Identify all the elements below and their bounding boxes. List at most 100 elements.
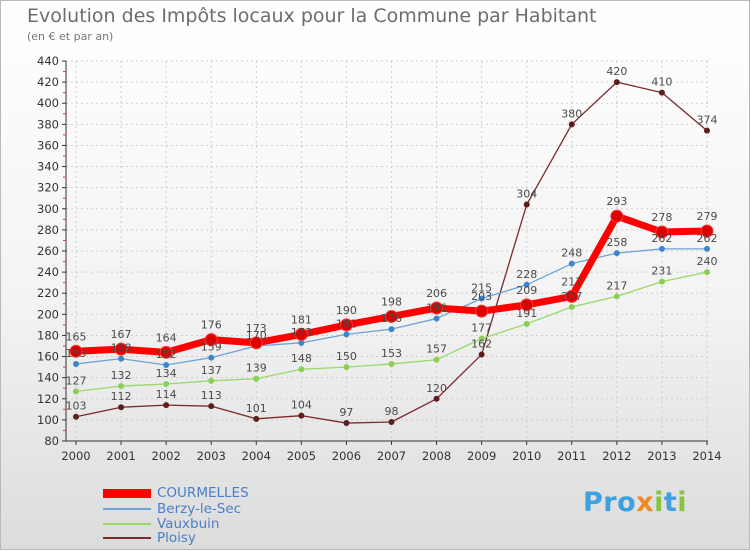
point-ploisy-2008 — [433, 395, 440, 402]
legend-swatch-courmelles — [103, 488, 151, 498]
point-berzy-le-sec-2006 — [343, 331, 350, 338]
point-vauxbuin-2008 — [433, 356, 440, 363]
point-ploisy-2003 — [208, 403, 215, 410]
value-label-vauxbuin-2013: 231 — [651, 265, 672, 278]
value-label-courmelles-2008: 206 — [426, 287, 447, 300]
point-courmelles-2007 — [385, 309, 398, 323]
value-label-courmelles-2004: 173 — [246, 322, 267, 335]
chart-title: Evolution des Impôts locaux pour la Comm… — [27, 5, 597, 27]
value-label-courmelles-2001: 167 — [111, 328, 132, 341]
value-label-vauxbuin-2006: 150 — [336, 350, 357, 363]
point-courmelles-2011 — [565, 289, 579, 303]
point-berzy-le-sec-2008 — [433, 315, 440, 322]
value-label-courmelles-2006: 190 — [336, 304, 357, 317]
point-vauxbuin-2014 — [704, 269, 710, 276]
point-vauxbuin-2006 — [343, 364, 350, 371]
point-berzy-le-sec-2007 — [388, 326, 395, 333]
x-tick-label-2005: 2005 — [287, 449, 316, 463]
value-label-courmelles-2007: 198 — [381, 295, 402, 308]
y-tick-label-140: 140 — [37, 371, 59, 385]
y-tick-label-420: 420 — [37, 75, 59, 89]
point-ploisy-2005 — [298, 412, 305, 419]
point-ploisy-2001 — [118, 404, 125, 411]
point-berzy-le-sec-2002 — [163, 362, 170, 368]
chart-subtitle: (en € et par an) — [27, 30, 114, 43]
value-label-courmelles-2012: 293 — [606, 195, 627, 208]
value-label-vauxbuin-2002: 134 — [156, 367, 177, 380]
value-label-vauxbuin-2011: 207 — [561, 290, 582, 303]
legend-swatch-berzy-le-sec — [103, 508, 151, 510]
value-label-vauxbuin-2010: 191 — [516, 307, 537, 320]
legend-swatch-vauxbuin — [103, 523, 151, 525]
point-ploisy-2014 — [704, 127, 710, 134]
point-vauxbuin-2004 — [253, 375, 260, 382]
y-tick-label-220: 220 — [37, 286, 59, 300]
value-label-courmelles-2003: 176 — [201, 319, 222, 332]
point-ploisy-2010 — [523, 201, 530, 208]
point-ploisy-2006 — [343, 420, 350, 427]
point-courmelles-2010 — [520, 298, 534, 312]
y-tick-label-360: 360 — [37, 138, 59, 152]
y-tick-label-80: 80 — [44, 434, 59, 448]
point-courmelles-2001 — [114, 342, 128, 356]
value-label-vauxbuin-2014: 240 — [697, 255, 718, 268]
point-vauxbuin-2002 — [163, 381, 170, 387]
value-label-berzy-le-sec-2001: 158 — [111, 342, 132, 355]
y-tick-label-320: 320 — [37, 181, 59, 195]
x-tick-label-2006: 2006 — [332, 449, 361, 463]
point-courmelles-2000 — [69, 344, 83, 358]
point-ploisy-2013 — [658, 89, 665, 96]
value-label-berzy-le-sec-2000: 153 — [66, 347, 87, 360]
point-berzy-le-sec-2003 — [208, 354, 215, 361]
point-courmelles-2014 — [700, 224, 714, 238]
legend-item-ploisy: Ploisy — [103, 530, 196, 546]
x-tick-label-2007: 2007 — [377, 449, 406, 463]
y-tick-label-100: 100 — [37, 413, 59, 427]
legend-label-ploisy: Ploisy — [157, 530, 196, 546]
value-label-ploisy-2001: 112 — [111, 390, 132, 403]
point-vauxbuin-2000 — [73, 388, 79, 395]
y-tick-label-200: 200 — [37, 307, 59, 321]
value-label-courmelles-2013: 278 — [651, 211, 672, 224]
legend-label-courmelles: COURMELLES — [157, 485, 249, 501]
value-label-berzy-le-sec-2008: 196 — [426, 302, 447, 315]
y-tick-label-280: 280 — [37, 223, 59, 237]
point-vauxbuin-2001 — [118, 383, 125, 390]
x-tick-label-2013: 2013 — [647, 449, 676, 463]
y-tick-label-240: 240 — [37, 265, 59, 279]
point-vauxbuin-2010 — [523, 320, 530, 327]
x-tick-label-2012: 2012 — [602, 449, 631, 463]
axes: 80 100 120 140 160 180 200 220 240 260 280 300 320 34… — [37, 54, 722, 463]
y-tick-label-180: 180 — [37, 328, 59, 342]
value-label-berzy-le-sec-2012: 258 — [606, 236, 627, 249]
value-label-berzy-le-sec-2009: 215 — [471, 282, 492, 295]
legend-item-vauxbuin: Vauxbuin — [103, 516, 219, 532]
point-ploisy-2004 — [253, 415, 260, 422]
x-tick-label-2000: 2000 — [61, 449, 90, 463]
value-label-ploisy-2011: 380 — [561, 107, 582, 120]
point-courmelles-2005 — [294, 327, 308, 341]
value-label-berzy-le-sec-2007: 186 — [381, 312, 402, 325]
point-courmelles-2009 — [475, 304, 489, 318]
point-courmelles-2012 — [610, 209, 624, 223]
y-tick-label-340: 340 — [37, 160, 59, 174]
point-ploisy-2002 — [163, 402, 170, 409]
point-berzy-le-sec-2009 — [478, 295, 485, 302]
value-label-courmelles-2011: 217 — [561, 275, 582, 288]
value-label-ploisy-2013: 410 — [651, 76, 672, 89]
value-label-berzy-le-sec-2004: 170 — [246, 329, 267, 342]
value-label-ploisy-2010: 304 — [516, 188, 537, 201]
legend-item-courmelles: COURMELLES — [103, 485, 249, 501]
x-tick-label-2004: 2004 — [242, 449, 271, 463]
value-label-ploisy-2014: 374 — [697, 114, 718, 127]
point-berzy-le-sec-2014 — [704, 245, 710, 252]
point-ploisy-2011 — [568, 121, 575, 128]
value-label-ploisy-2007: 98 — [385, 405, 399, 418]
legend-label-vauxbuin: Vauxbuin — [157, 516, 220, 532]
x-tick-label-2014: 2014 — [692, 449, 721, 463]
point-courmelles-2003 — [204, 333, 218, 347]
value-label-ploisy-2002: 114 — [156, 388, 177, 401]
value-label-berzy-le-sec-2013: 262 — [651, 232, 672, 245]
value-label-vauxbuin-2005: 148 — [291, 352, 312, 365]
